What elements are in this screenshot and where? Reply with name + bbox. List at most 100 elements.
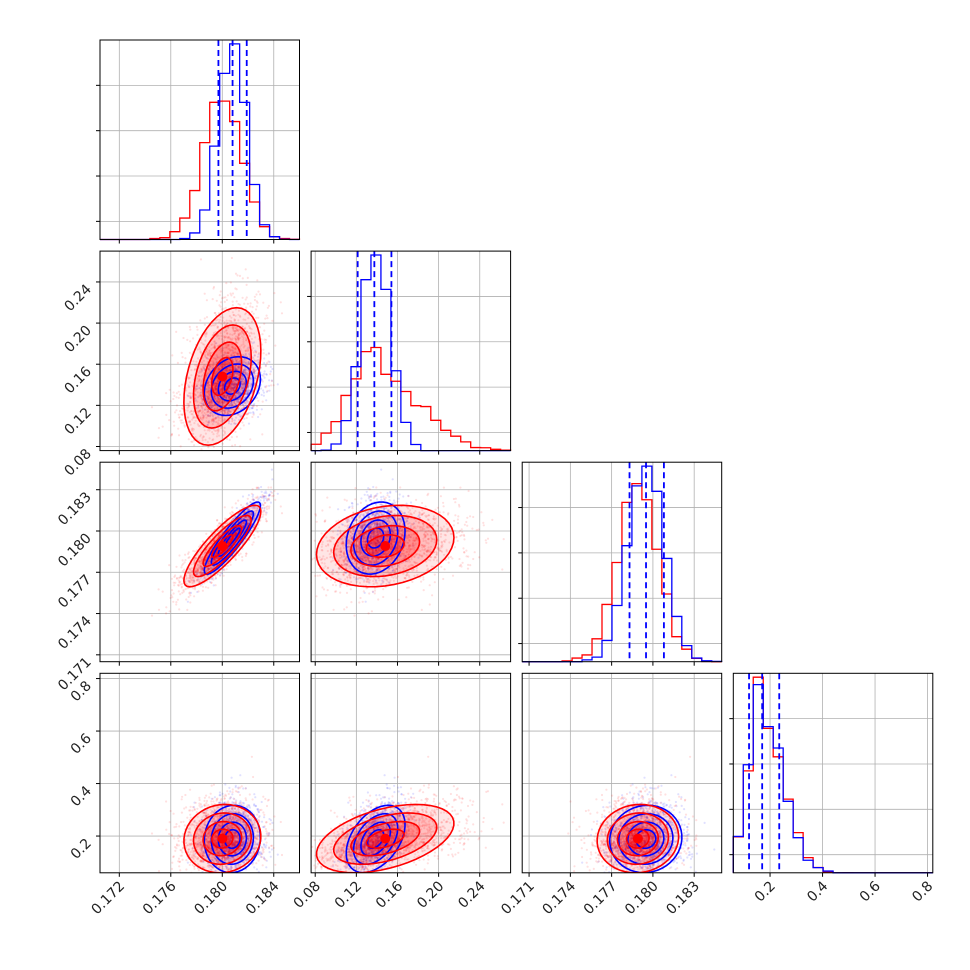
sample-point bbox=[266, 306, 269, 309]
sample-point bbox=[225, 370, 228, 373]
sample-point bbox=[172, 397, 175, 401]
sample-point bbox=[202, 466, 204, 468]
sample-point bbox=[221, 442, 224, 445]
sample-point bbox=[239, 445, 242, 448]
sample-point bbox=[244, 268, 247, 271]
sample-point bbox=[157, 436, 160, 439]
sample-point bbox=[228, 391, 231, 394]
sample-point bbox=[244, 372, 247, 375]
sample-point bbox=[269, 373, 272, 376]
sample-point bbox=[216, 395, 219, 398]
sample-point bbox=[259, 413, 262, 416]
sample-point bbox=[174, 411, 177, 414]
sample-point bbox=[237, 302, 240, 306]
sample-point bbox=[203, 408, 206, 411]
sample-point bbox=[233, 296, 236, 299]
sample-point bbox=[262, 374, 265, 377]
sample-point bbox=[178, 393, 182, 396]
sample-point bbox=[231, 386, 234, 389]
sample-point bbox=[231, 382, 234, 385]
sample-point bbox=[186, 600, 189, 603]
sample-point bbox=[196, 396, 199, 399]
sample-point bbox=[266, 389, 269, 392]
sample-point bbox=[220, 388, 223, 391]
sample-point bbox=[201, 369, 204, 372]
sample-point bbox=[223, 300, 226, 303]
sample-point bbox=[236, 374, 240, 378]
sample-point bbox=[221, 297, 224, 300]
sample-point bbox=[214, 396, 217, 399]
sample-point bbox=[223, 395, 226, 398]
sample-point bbox=[265, 384, 268, 388]
sample-point bbox=[169, 400, 172, 403]
sample-point bbox=[213, 395, 217, 398]
sample-point bbox=[234, 372, 237, 375]
sample-point bbox=[208, 368, 211, 371]
sample-point bbox=[215, 342, 218, 345]
sample-point bbox=[234, 382, 237, 385]
sample-point bbox=[235, 383, 238, 386]
sample-point bbox=[184, 559, 187, 562]
sample-point bbox=[249, 438, 252, 441]
sample-point bbox=[222, 384, 225, 387]
sample-point bbox=[252, 404, 255, 407]
sample-point bbox=[228, 390, 232, 393]
sample-point bbox=[268, 384, 271, 387]
sample-point bbox=[260, 485, 263, 489]
sample-point bbox=[271, 478, 274, 481]
sample-point bbox=[242, 403, 245, 406]
sample-point bbox=[245, 306, 248, 309]
sample-point bbox=[224, 368, 227, 371]
sample-point bbox=[268, 335, 271, 338]
sample-point bbox=[222, 307, 225, 310]
sample-point bbox=[223, 394, 226, 397]
sample-point bbox=[215, 400, 218, 403]
sample-point bbox=[213, 382, 216, 385]
sample-point bbox=[205, 316, 209, 319]
sample-point bbox=[215, 390, 218, 393]
sample-point bbox=[222, 365, 225, 368]
sample-point bbox=[270, 379, 274, 383]
sample-point bbox=[208, 401, 211, 404]
sample-point bbox=[253, 376, 256, 380]
sample-point bbox=[246, 373, 249, 376]
sample-point bbox=[243, 371, 246, 374]
sample-point bbox=[218, 411, 222, 414]
sample-point bbox=[254, 308, 258, 311]
sample-point bbox=[241, 383, 244, 386]
sample-point bbox=[269, 370, 272, 373]
sample-point bbox=[224, 408, 227, 411]
sample-point bbox=[263, 357, 266, 360]
sample-point bbox=[233, 372, 237, 375]
sample-point bbox=[215, 361, 218, 364]
sample-point bbox=[192, 337, 195, 340]
sample-point bbox=[240, 389, 243, 392]
sample-point bbox=[247, 391, 250, 394]
sample-point bbox=[190, 440, 193, 443]
sample-point bbox=[233, 373, 236, 376]
sample-point bbox=[214, 372, 217, 375]
sample-point bbox=[229, 355, 232, 358]
sample-point bbox=[211, 404, 214, 408]
sample-point bbox=[195, 325, 198, 328]
sample-point bbox=[213, 388, 216, 392]
sample-point bbox=[239, 391, 242, 394]
sample-point bbox=[189, 340, 192, 343]
sample-point bbox=[246, 276, 249, 279]
sample-point bbox=[245, 392, 248, 395]
sample-point bbox=[215, 313, 218, 317]
sample-point bbox=[196, 387, 199, 390]
sample-point bbox=[215, 360, 219, 363]
sample-point bbox=[271, 367, 274, 371]
sample-point bbox=[270, 468, 273, 471]
sample-point bbox=[251, 306, 254, 309]
sample-point bbox=[221, 384, 224, 387]
sample-point bbox=[157, 427, 161, 430]
sample-point bbox=[223, 353, 226, 357]
sample-point bbox=[230, 383, 233, 386]
sample-point bbox=[264, 317, 267, 320]
sample-point bbox=[228, 396, 231, 399]
sample-point bbox=[263, 370, 266, 373]
sample-point bbox=[219, 400, 222, 403]
